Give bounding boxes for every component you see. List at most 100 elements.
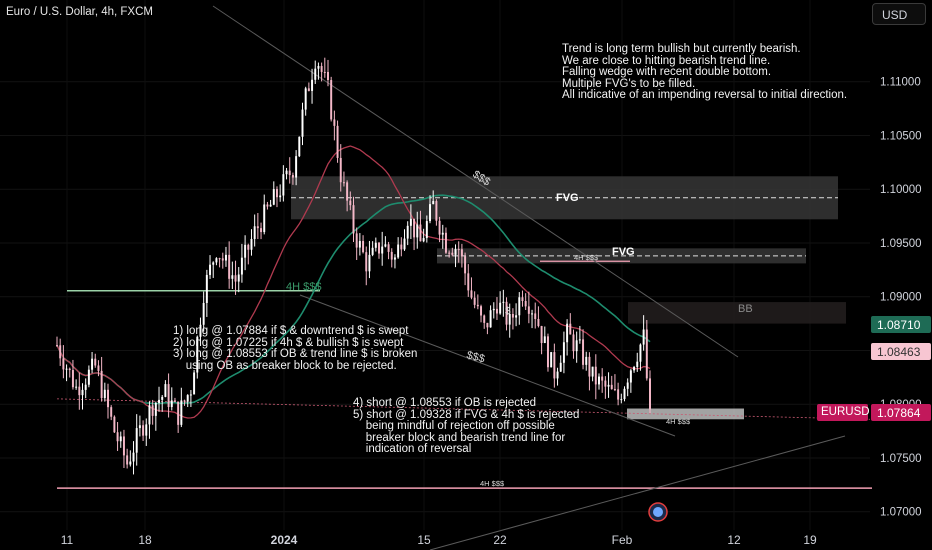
candle-body xyxy=(301,109,304,137)
candle-body xyxy=(505,301,508,325)
candle-body xyxy=(199,324,202,337)
candle-body xyxy=(566,323,569,343)
candle-body xyxy=(457,249,460,251)
fvg-upper-label: FVG xyxy=(556,192,579,204)
candle-body xyxy=(272,189,275,205)
candle-body xyxy=(543,336,546,344)
candle-body xyxy=(333,119,336,126)
long-setups-note: 1) long @ 1.07884 if $ & downtrend $ is … xyxy=(173,325,418,372)
candle-body xyxy=(336,125,339,158)
candle-body xyxy=(559,362,562,372)
x-tick-label: 15 xyxy=(417,533,431,547)
candle-body xyxy=(591,366,594,377)
candle-body xyxy=(524,300,527,307)
candle-body xyxy=(142,425,145,436)
candle-body xyxy=(393,257,396,260)
currency-button[interactable]: USD xyxy=(872,3,926,25)
candle-body xyxy=(56,345,58,347)
candle-body xyxy=(492,308,495,311)
x-tick-label: 11 xyxy=(61,533,74,547)
candle-body xyxy=(62,358,65,370)
zone-box xyxy=(628,302,846,324)
candle-body xyxy=(582,339,585,365)
candle-body xyxy=(215,258,218,263)
candle-body xyxy=(193,372,196,395)
replay-marker-icon[interactable] xyxy=(648,502,668,522)
candle-body xyxy=(167,384,170,408)
candle-body xyxy=(416,224,419,238)
y-tick-label: 1.11000 xyxy=(880,77,921,89)
candle-body xyxy=(620,399,623,401)
candle-body xyxy=(425,221,428,239)
candle-body xyxy=(263,204,266,233)
candle-body xyxy=(247,244,250,250)
candle-body xyxy=(569,323,572,335)
candle-body xyxy=(556,371,559,379)
candle-body xyxy=(527,306,530,314)
candle-body xyxy=(362,240,365,253)
candle-body xyxy=(234,275,237,282)
candle-body xyxy=(636,361,639,367)
candle-body xyxy=(598,376,600,385)
candle-body xyxy=(314,68,317,80)
candle-body xyxy=(626,382,629,389)
candle-body xyxy=(103,389,106,399)
candle-body xyxy=(285,170,288,175)
candle-body xyxy=(575,340,578,352)
candle-body xyxy=(126,455,129,465)
candle-body xyxy=(546,336,549,368)
symbol-badge: EURUSD xyxy=(817,404,870,421)
ma-green-price-badge: 1.08710 xyxy=(871,316,931,333)
candle-body xyxy=(629,370,632,383)
candle-body xyxy=(495,308,498,314)
bb-label: BB xyxy=(738,303,753,315)
candle-body xyxy=(358,240,361,248)
candle-body xyxy=(298,136,301,157)
candle-body xyxy=(476,304,479,307)
candle-body xyxy=(623,388,626,400)
level-4h-left-label: 4H $$$ xyxy=(286,281,321,293)
candle-body xyxy=(521,297,524,301)
short-setups-note: 4) short @ 1.08553 if OB is rejected 5) … xyxy=(353,397,580,455)
trend-line xyxy=(299,294,676,437)
candle-body xyxy=(173,400,176,402)
candle-body xyxy=(228,254,231,279)
candle-body xyxy=(65,368,68,370)
candle-body xyxy=(381,246,384,254)
candle-body xyxy=(71,370,74,388)
candle-body xyxy=(534,313,537,319)
candle-body xyxy=(601,376,604,381)
candle-body xyxy=(212,262,215,265)
y-tick-label: 1.09500 xyxy=(880,238,922,250)
candle-body xyxy=(429,204,432,222)
last-price-line xyxy=(56,398,871,420)
candle-body xyxy=(186,395,189,402)
x-tick-label: 18 xyxy=(138,533,152,547)
candle-body xyxy=(202,302,205,325)
level-4h-small-label: 4H $$$ xyxy=(666,417,691,426)
candle-body xyxy=(540,326,543,344)
candle-body xyxy=(291,175,294,178)
candle-body xyxy=(282,174,285,196)
candle-body xyxy=(218,258,221,260)
candle-body xyxy=(132,452,135,462)
candle-body xyxy=(330,80,333,120)
candle-body xyxy=(327,72,329,81)
candle-body xyxy=(572,334,575,352)
candle-body xyxy=(231,275,234,279)
candle-body xyxy=(87,369,90,385)
candle-body xyxy=(406,225,409,239)
candle-body xyxy=(562,342,565,363)
candle-body xyxy=(266,204,269,207)
candle-body xyxy=(94,358,97,366)
candle-body xyxy=(470,290,473,298)
candle-body xyxy=(585,356,588,365)
candle-body xyxy=(129,461,132,465)
candle-body xyxy=(518,297,521,316)
candle-body xyxy=(633,366,636,371)
candle-body xyxy=(502,301,505,303)
candle-body xyxy=(403,238,406,250)
candle-body xyxy=(164,384,167,397)
candle-body xyxy=(304,88,307,110)
